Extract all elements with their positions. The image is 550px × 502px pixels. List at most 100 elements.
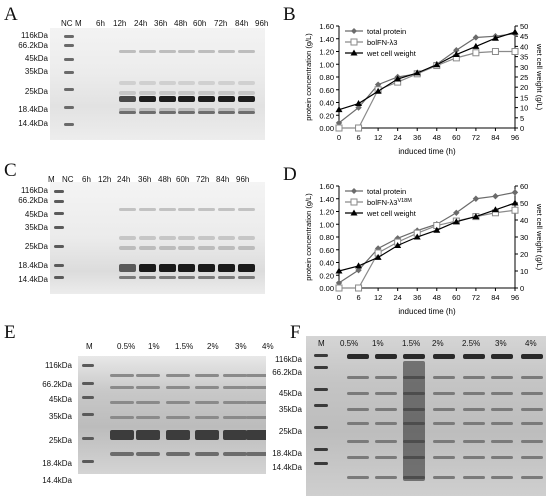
marker-label: 116kDa [275, 355, 302, 364]
data-point [491, 34, 499, 41]
panel-letter-f: F [290, 322, 301, 343]
data-point [355, 262, 363, 269]
gel-image-e [78, 356, 266, 474]
data-point [335, 267, 343, 274]
marker-label: 14.4kDa [42, 476, 72, 485]
data-point [374, 87, 382, 94]
gel-band [178, 108, 195, 112]
marker-label: 18.4kDa [18, 105, 48, 114]
lane-label: NC [61, 19, 73, 28]
panel-letter-e: E [4, 322, 16, 343]
data-point [335, 106, 343, 113]
data-point [355, 124, 363, 132]
legend-marker [351, 188, 357, 194]
gel-band [82, 382, 94, 385]
gel-image-a [50, 28, 265, 140]
gel-band [178, 81, 195, 85]
gel-band [403, 354, 425, 359]
marker-label: 66.2kDa [272, 368, 302, 377]
x-tick-label: 6 [356, 133, 360, 142]
gel-band [159, 50, 176, 53]
gel-band [463, 376, 485, 379]
gel-band [139, 236, 156, 240]
data-point [433, 226, 441, 233]
data-point [453, 209, 460, 216]
lane-label: 3% [235, 342, 247, 351]
y2-tick-label: 30 [520, 63, 528, 72]
marker-label: 25kDa [278, 427, 302, 436]
x-tick-label: 72 [472, 293, 480, 302]
gel-band [463, 392, 485, 395]
y2-tick-label: 5 [520, 114, 524, 123]
gel-band [119, 108, 136, 112]
legend-label: bolFN-λ3V18M [367, 198, 412, 207]
gel-band [521, 354, 543, 359]
lane-label: 72h [196, 175, 210, 184]
gel-band [198, 91, 215, 95]
data-point [452, 51, 460, 58]
lane-label: 6h [96, 19, 105, 28]
gel-band [198, 50, 215, 53]
gel-band [375, 440, 397, 443]
gel-band [375, 408, 397, 411]
data-point [453, 47, 460, 54]
gel-band [246, 416, 266, 419]
marker-label: 14.4kDa [272, 463, 302, 472]
lane-label: 12h [98, 175, 112, 184]
gel-band [54, 276, 64, 279]
gel-band [64, 123, 74, 126]
data-point [335, 279, 343, 287]
gel-band [238, 111, 255, 114]
data-point [511, 206, 519, 214]
gel-band [314, 366, 328, 369]
lane-label: 2% [432, 339, 444, 348]
gel-band [64, 88, 74, 91]
gel-band [347, 392, 369, 395]
gel-band [110, 401, 134, 404]
data-point [335, 119, 343, 127]
gel-band [463, 456, 485, 459]
gel-band [218, 236, 235, 240]
y-tick-label: 1.60 [319, 182, 334, 191]
data-point [394, 75, 402, 82]
gel-image-c [50, 182, 265, 294]
gel-band [218, 50, 235, 53]
gel-band [218, 96, 235, 102]
gel-band [314, 354, 328, 357]
y-axis-label: protein concentration (g/L) [304, 33, 313, 121]
gel-image-f [306, 336, 546, 496]
gel-band [246, 452, 266, 456]
y2-axis-label: wet cell weight (g/L) [535, 43, 544, 111]
lane-label: 84h [216, 175, 230, 184]
gel-band [178, 236, 195, 240]
gel-band [433, 392, 455, 395]
marker-label: 116kDa [21, 31, 48, 40]
gel-band [238, 246, 255, 250]
gel-band [218, 111, 235, 114]
gel-band [159, 91, 176, 95]
lane-label: 1% [372, 339, 384, 348]
data-point [355, 284, 363, 292]
gel-band [314, 388, 328, 391]
gel-band [110, 416, 134, 419]
gel-band [223, 401, 247, 404]
lane-label: 1.5% [402, 339, 421, 348]
legend-label: total protein [367, 27, 406, 36]
lane-label: 24h [134, 19, 148, 28]
gel-band [491, 392, 513, 395]
marker-label: 45kDa [24, 54, 48, 63]
x-tick-label: 36 [413, 133, 421, 142]
x-tick-label: 12 [374, 293, 382, 302]
gel-band [195, 386, 219, 389]
y2-axis-label: wet cell weight (g/L) [535, 203, 544, 271]
gel-band [119, 264, 136, 272]
gel-band [463, 440, 485, 443]
gel-band [491, 408, 513, 411]
y2-tick-label: 50 [520, 22, 528, 31]
gel-band [110, 386, 134, 389]
marker-label: 45kDa [278, 389, 302, 398]
data-point [335, 124, 343, 132]
x-axis-label: induced time (h) [398, 147, 456, 156]
gel-band [433, 408, 455, 411]
gel-band [433, 456, 455, 459]
